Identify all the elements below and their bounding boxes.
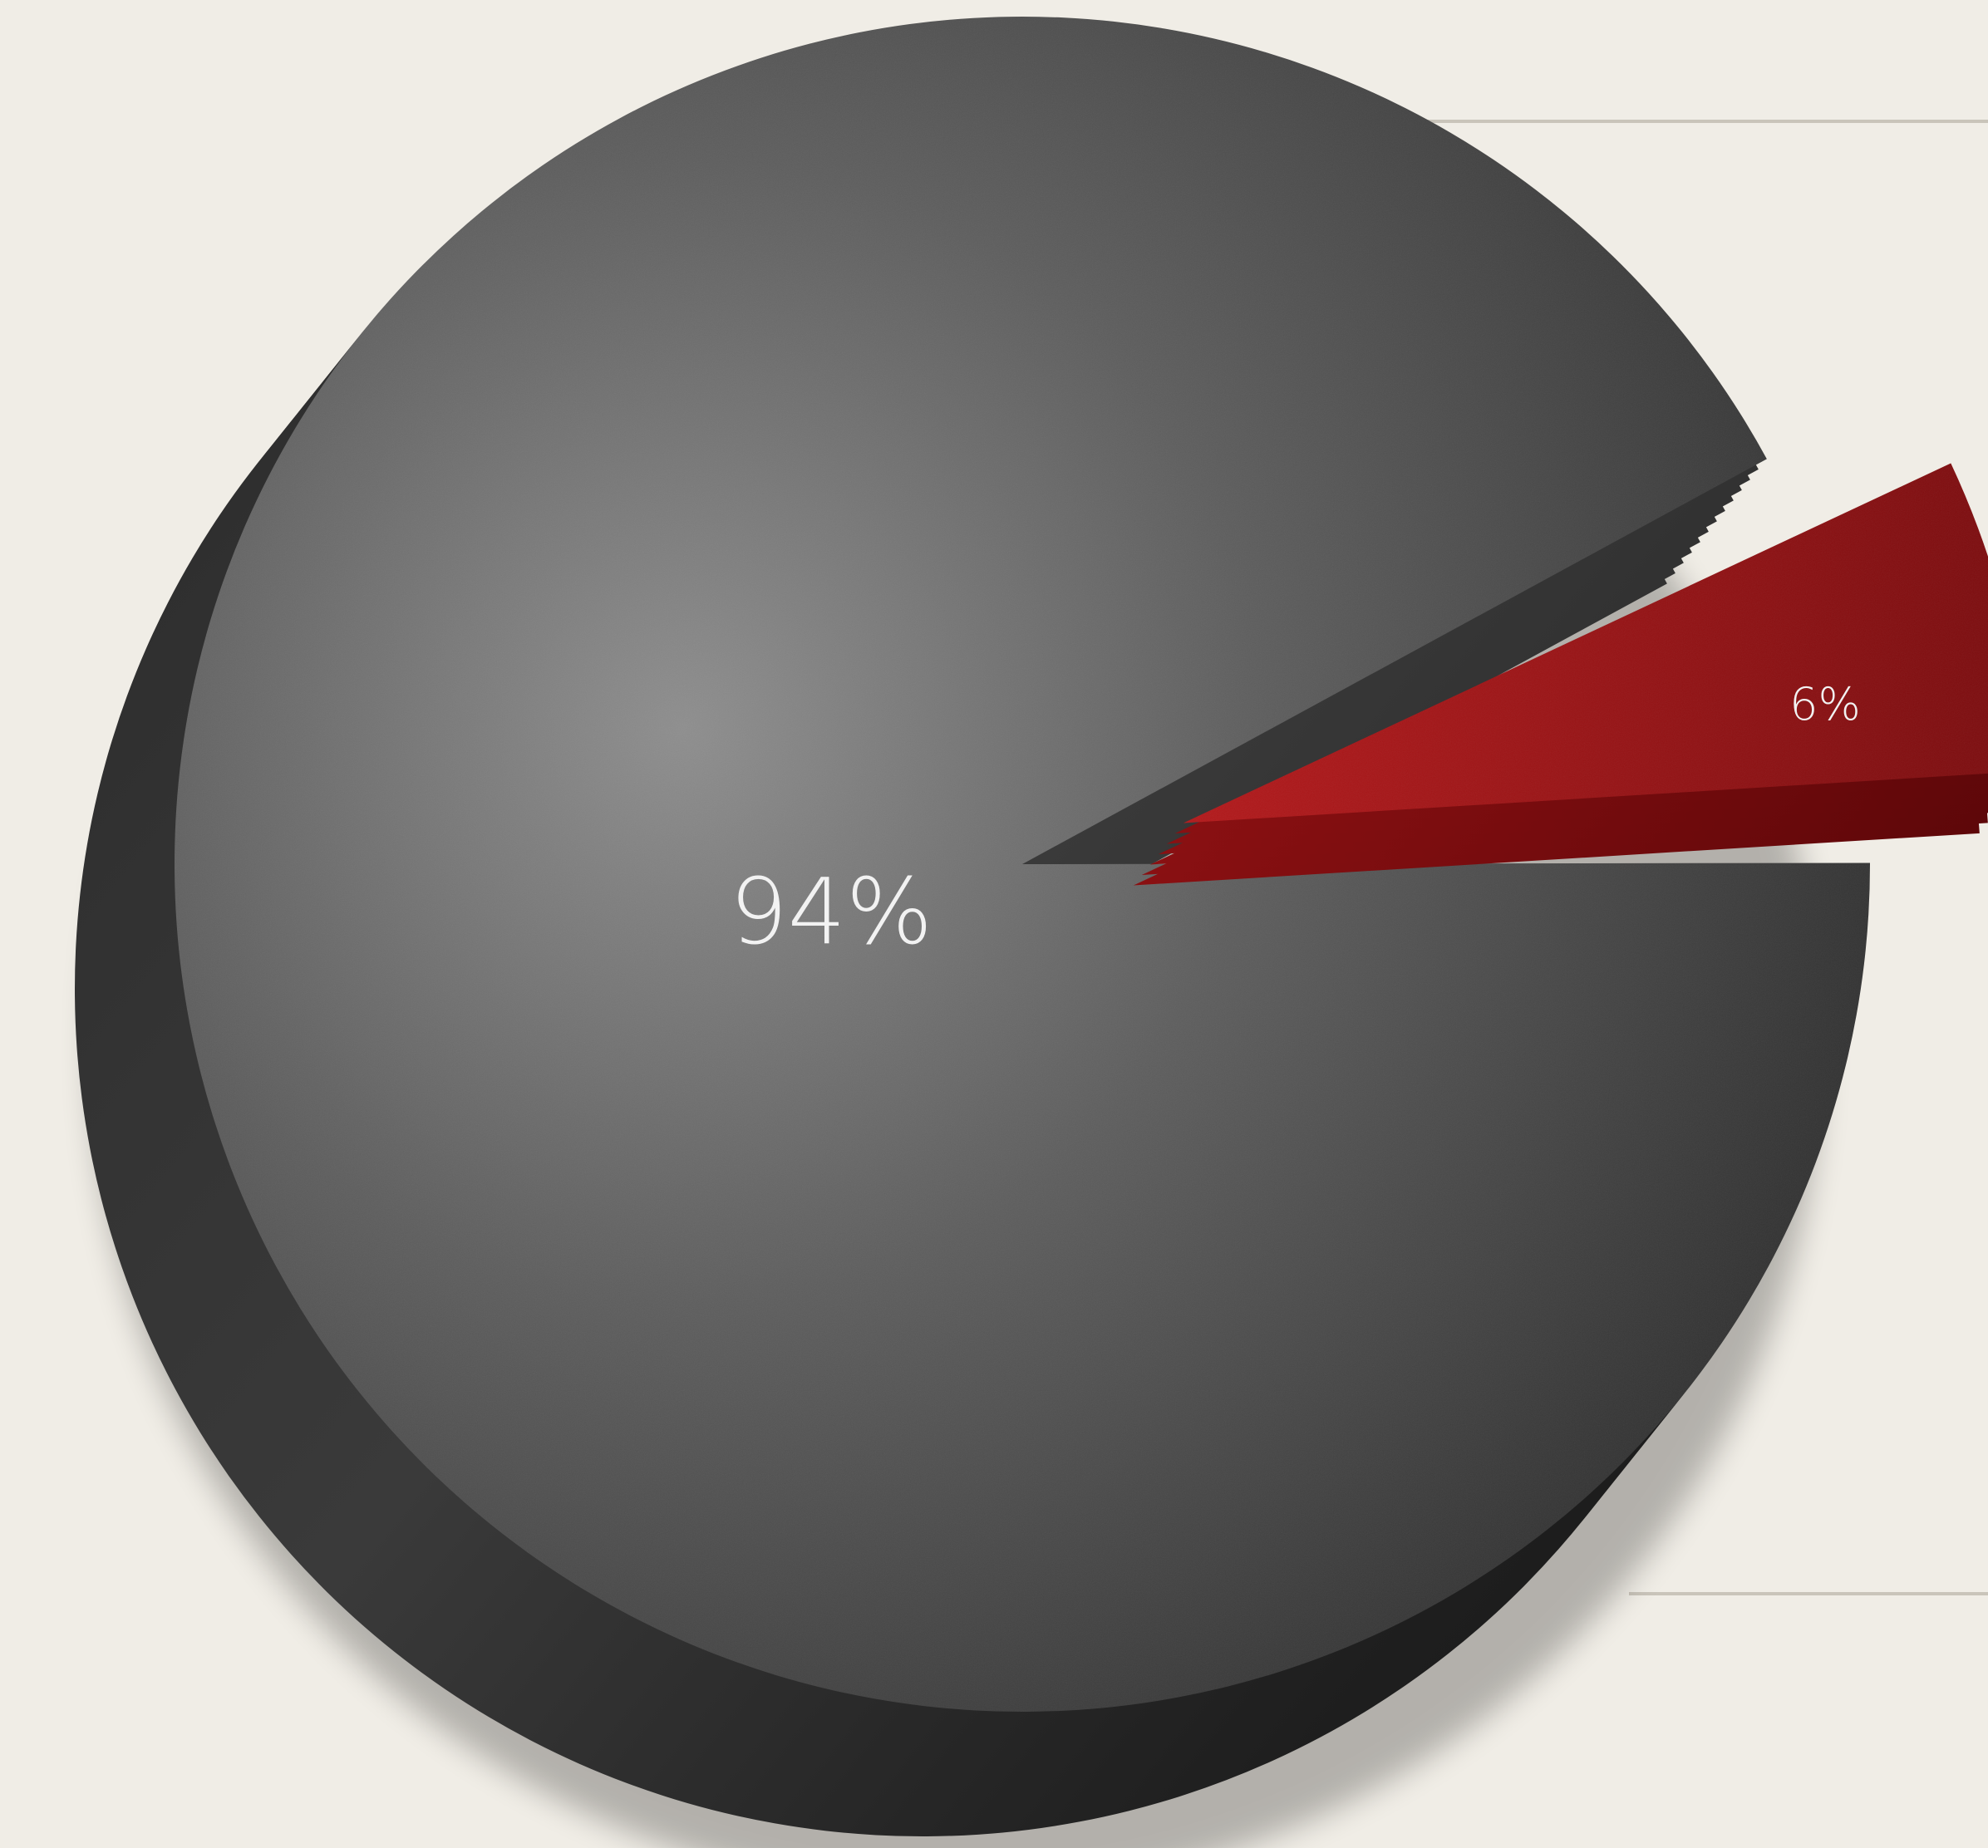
slice-label-exploded: 6% (1789, 678, 1861, 730)
slice-exploded-grain (1183, 463, 1988, 823)
pie-group (75, 16, 1988, 1848)
slice-main-grain (175, 16, 1871, 1712)
slice-label-main: 94% (730, 858, 933, 965)
